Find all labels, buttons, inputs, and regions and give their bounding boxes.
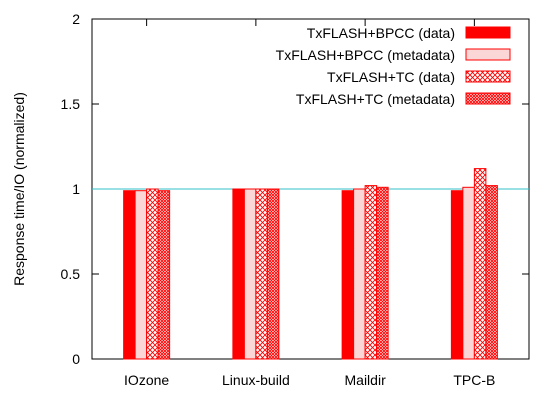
bar: [485, 185, 498, 360]
x-tick-label: Maildir: [345, 372, 387, 388]
y-tick-label: 0.5: [61, 266, 81, 282]
bar: [255, 188, 268, 360]
bar: [341, 190, 355, 360]
bars: [123, 168, 498, 360]
bar: [134, 190, 148, 360]
x-axis: IOzone Linux-build Maildir TPC-B: [124, 19, 495, 388]
x-tick-label: TPC-B: [453, 372, 495, 388]
legend-swatch: [465, 92, 511, 105]
bar: [157, 190, 171, 360]
bar: [243, 188, 257, 360]
bar: [364, 185, 378, 360]
legend-label: TxFLASH+BPCC (data): [307, 25, 455, 41]
bar: [232, 188, 245, 360]
bar: [123, 190, 136, 360]
y-tick-label: 1: [72, 181, 80, 197]
bar: [353, 188, 366, 360]
legend: TxFLASH+BPCC (data) TxFLASH+BPCC (metadat…: [276, 25, 511, 107]
legend-swatch: [465, 70, 511, 83]
bar: [462, 186, 475, 360]
bar: [376, 186, 389, 360]
x-tick-label: Linux-build: [222, 372, 290, 388]
bar: [450, 190, 464, 360]
legend-swatch: [465, 48, 511, 61]
plot-area: 0 0.5 1 1.5 2 IOzone Linux-build Maildir TPC-B: [61, 11, 530, 388]
bar: [266, 188, 280, 360]
y-tick-label: 1.5: [61, 96, 81, 112]
legend-label: TxFLASH+TC (data): [327, 69, 455, 85]
y-tick-label: 0: [72, 351, 80, 367]
legend-label: TxFLASH+BPCC (metadata): [276, 47, 455, 63]
y-axis-label: Response time/IO (normalized): [11, 92, 27, 286]
y-axis: 0 0.5 1 1.5 2: [61, 11, 529, 367]
legend-label: TxFLASH+TC (metadata): [296, 91, 455, 107]
legend-swatch: [465, 26, 511, 39]
bar: [473, 168, 487, 360]
bar: [146, 188, 159, 360]
y-tick-label: 2: [72, 11, 80, 27]
x-tick-label: IOzone: [124, 372, 169, 388]
